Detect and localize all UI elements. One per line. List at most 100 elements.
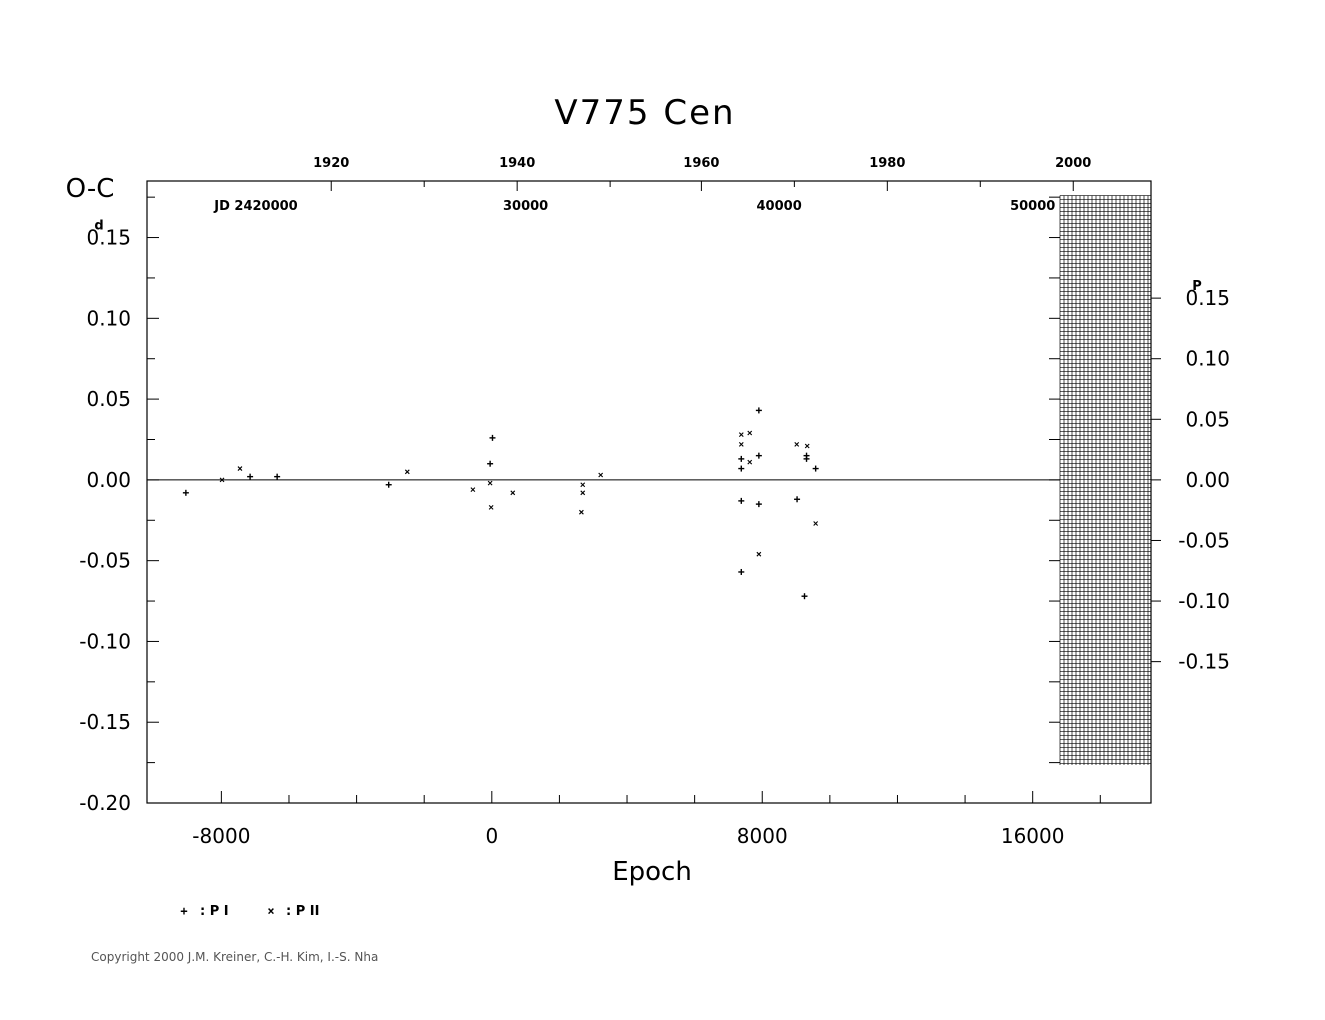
point-p2-b — [580, 490, 586, 496]
point-p2 — [738, 441, 744, 447]
jd-label: JD 2420000 — [213, 199, 297, 214]
point-p2 — [404, 469, 410, 475]
point-p2-b — [738, 441, 744, 447]
point-p2 — [756, 551, 762, 557]
point-p2-b — [794, 441, 800, 447]
point-p2 — [580, 490, 586, 496]
x-axis-label: Epoch — [612, 857, 692, 887]
point-p2 — [804, 443, 810, 449]
year-tick-label: 1960 — [683, 156, 719, 171]
y-axis-label: O-C — [66, 174, 115, 204]
chart-title: V775 Cen — [554, 93, 735, 133]
point-p1 — [755, 407, 762, 414]
legend-p2-symbol: × — [267, 904, 274, 918]
point-p1 — [738, 568, 745, 575]
point-p2 — [510, 490, 516, 496]
point-p1 — [803, 455, 810, 462]
right-tick-label: -0.05 — [1178, 528, 1230, 552]
point-p2 — [598, 472, 604, 478]
y-tick-label: 0.05 — [86, 387, 131, 411]
point-p1 — [738, 455, 745, 462]
y-tick-label: -0.05 — [79, 549, 131, 573]
point-p2-b — [487, 480, 493, 486]
point-p2-b — [747, 430, 753, 436]
y-unit-label: d — [94, 219, 103, 234]
right-tick-label: 0.10 — [1185, 347, 1230, 371]
point-p1 — [755, 452, 762, 459]
y-tick-label: 0.10 — [86, 306, 131, 330]
y-tick-label: -0.10 — [79, 629, 131, 653]
point-p2 — [813, 521, 819, 526]
x-tick-label: 8000 — [737, 824, 788, 848]
jd-tick-label: 50000 — [1010, 199, 1055, 214]
data-points — [182, 407, 819, 600]
point-p2-b — [580, 482, 586, 488]
point-p2-b — [470, 487, 476, 492]
right-tick-label: 0.00 — [1185, 468, 1230, 492]
point-p2-b — [237, 466, 243, 471]
point-p2-b — [813, 521, 819, 526]
hatched-region — [1059, 195, 1151, 766]
point-p1 — [385, 481, 392, 488]
point-p2 — [747, 459, 753, 465]
point-p2-b — [579, 509, 584, 515]
point-p2-b — [219, 477, 225, 483]
right-unit-label: P — [1192, 279, 1202, 294]
right-tick-label: 0.05 — [1185, 407, 1230, 431]
point-p1 — [489, 434, 496, 441]
point-p2 — [487, 480, 493, 486]
point-p1 — [487, 460, 494, 467]
point-p2 — [738, 432, 744, 438]
tick-labels: 0.15d0.100.050.00-0.05-0.10-0.15-0.200.1… — [79, 156, 1230, 848]
point-p2-b — [598, 472, 604, 478]
right-tick-label: -0.15 — [1178, 650, 1230, 674]
right-tick-label: -0.10 — [1178, 589, 1230, 613]
point-p1 — [274, 473, 281, 480]
point-p1 — [182, 489, 189, 496]
right-tick-label: 0.15 — [1185, 286, 1230, 310]
point-p1 — [738, 465, 745, 472]
year-tick-label: 1920 — [313, 156, 349, 171]
legend: + : P I × : P II — [180, 904, 319, 919]
point-p2 — [488, 504, 494, 510]
point-p1 — [794, 496, 801, 503]
copyright: Copyright 2000 J.M. Kreiner, C.-H. Kim, … — [91, 950, 378, 964]
y-tick-label: -0.20 — [79, 791, 131, 815]
point-p2 — [579, 509, 584, 515]
point-p2-b — [804, 443, 810, 449]
point-p1 — [755, 501, 762, 508]
year-tick-label: 1980 — [869, 156, 905, 171]
legend-p1-symbol: + — [180, 904, 187, 918]
x-tick-label: 0 — [485, 824, 498, 848]
year-tick-label: 2000 — [1055, 156, 1091, 171]
point-p2 — [747, 430, 753, 436]
point-p2 — [794, 441, 800, 447]
point-p1 — [247, 473, 254, 480]
jd-tick-label: 30000 — [503, 199, 548, 214]
year-tick-label: 1940 — [499, 156, 535, 171]
point-p2-b — [756, 551, 762, 557]
x-tick-label: -8000 — [192, 824, 250, 848]
point-p2-b — [747, 459, 753, 465]
point-p2 — [219, 477, 225, 483]
y-tick-label: -0.15 — [79, 710, 131, 734]
point-p2 — [580, 482, 586, 488]
jd-tick-label: 40000 — [757, 199, 802, 214]
y-tick-label: 0.00 — [86, 468, 131, 492]
axis-ticks — [147, 181, 1161, 804]
point-p1 — [812, 465, 819, 472]
point-p2-b — [738, 432, 744, 438]
point-p1 — [801, 593, 808, 600]
point-p2 — [470, 487, 476, 492]
y-tick-label: 0.15 — [86, 226, 131, 250]
point-p1 — [738, 497, 745, 504]
legend-p1-label: : P I — [200, 904, 229, 919]
x-tick-label: 16000 — [1001, 824, 1065, 848]
point-p2-b — [404, 469, 410, 475]
point-p2-b — [510, 490, 516, 496]
point-p2-b — [488, 504, 494, 510]
point-p2 — [237, 466, 243, 471]
plot-frame — [146, 180, 1152, 804]
legend-p2-label: : P II — [286, 904, 319, 919]
